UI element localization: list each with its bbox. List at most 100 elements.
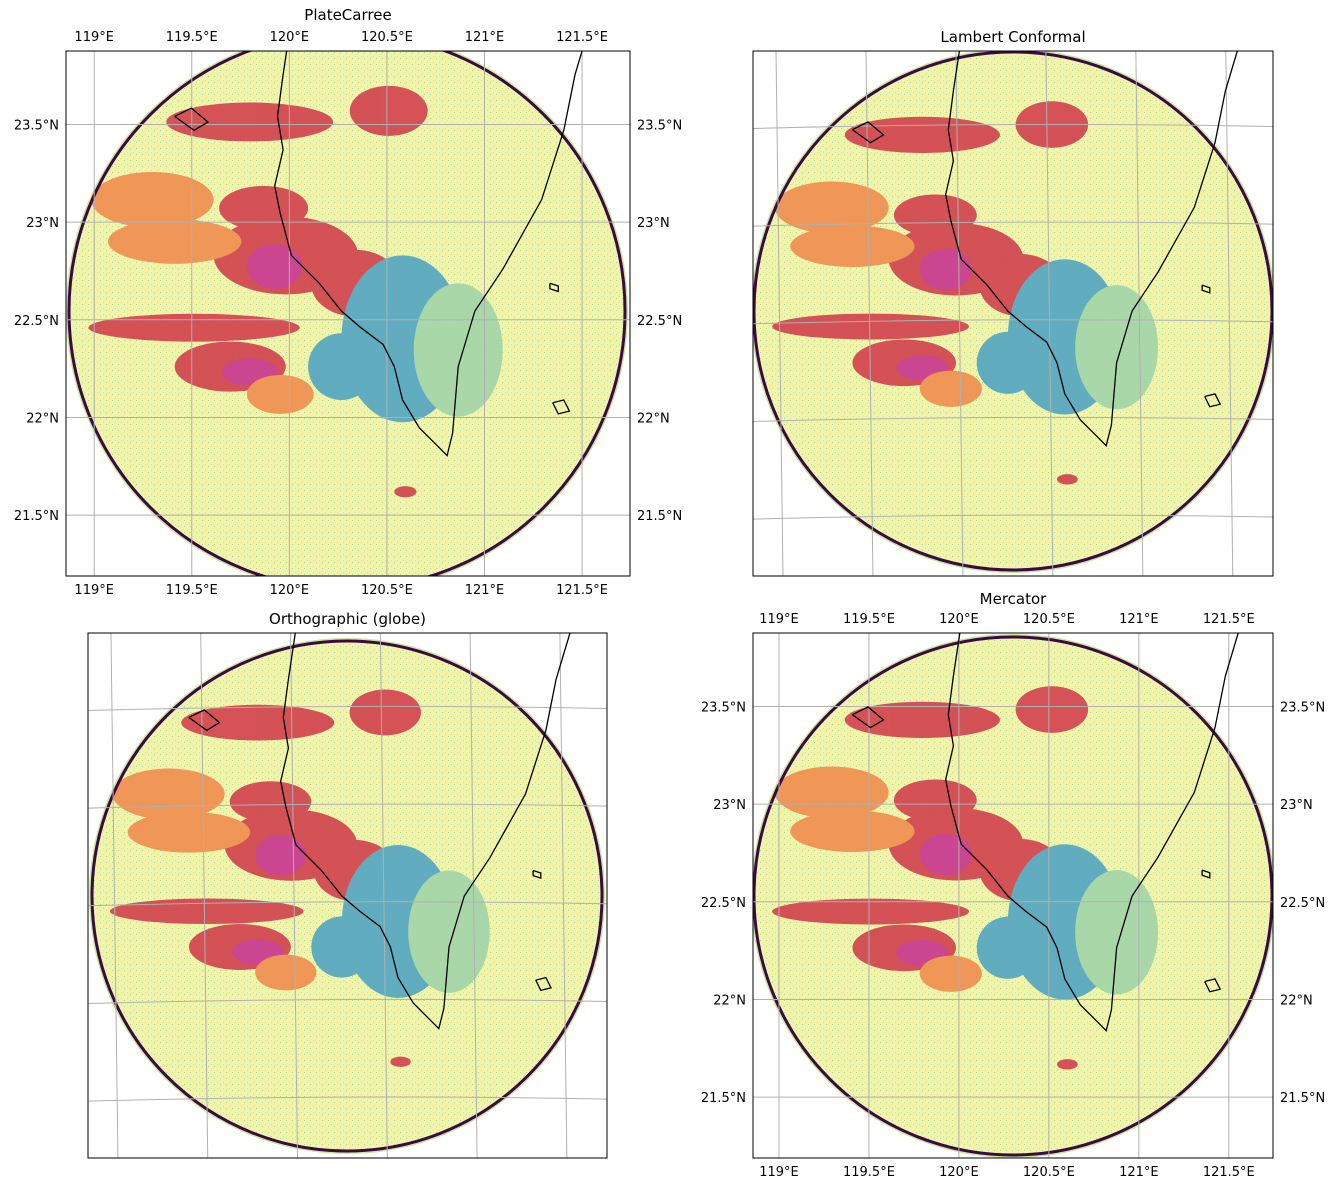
lat-tick-label-left: 23°N (26, 216, 59, 231)
echo-cell (919, 955, 982, 992)
coastline (274, 51, 583, 457)
lon-tick-label-top: 121°E (465, 30, 505, 45)
island-coastline (1201, 869, 1211, 879)
island-coastline (532, 869, 542, 879)
meridian-line (1045, 51, 1054, 576)
island-coastline (535, 976, 552, 992)
lon-tick-label-top: 120.5°E (1023, 612, 1075, 627)
coastline (945, 51, 1239, 447)
lat-tick-label-right: 21.5°N (1280, 1091, 1325, 1106)
island-coastline (852, 706, 885, 729)
radar-echoes (109, 689, 490, 1067)
echo-cell (919, 248, 972, 291)
echo-cell (1057, 1059, 1078, 1070)
lon-tick-label-bottom: 120.5°E (361, 583, 413, 598)
echo-cell (394, 486, 417, 498)
island-coastline (188, 709, 221, 732)
map-panel-1: PlateCarree 119°E 119°E 119.5°E 119.5°E 120°E… (14, 6, 682, 598)
echo-cell (112, 768, 225, 820)
echo-cell (774, 181, 889, 234)
meridian-line (955, 51, 964, 576)
lat-tick-label-left: 23.5°N (14, 119, 59, 134)
echo-cell (349, 85, 428, 136)
lon-tick-label-top: 120.5°E (361, 30, 413, 45)
island-coastline (549, 282, 559, 293)
lon-tick-label-bottom: 121.5°E (1203, 1165, 1255, 1180)
meridian-line (1225, 51, 1234, 576)
echo-cell (774, 766, 889, 819)
echo-cell (390, 1056, 411, 1067)
echo-cell (413, 283, 503, 417)
lon-tick-label-top: 119.5°E (843, 612, 895, 627)
gridlines (88, 633, 607, 1158)
map-frame (87, 632, 608, 1159)
lat-tick-label-right: 23.5°N (1280, 701, 1325, 716)
island-coastline (552, 399, 571, 415)
map-frame (65, 50, 631, 577)
map-panel-3: Orthographic (globe) (87, 610, 608, 1159)
map-panel-4: Mercator 119°E 119°E 119.5°E 119.5°E 120°E 120… (701, 590, 1325, 1180)
echo-cell (772, 898, 969, 925)
meridian-line (1135, 51, 1144, 576)
coastlines (852, 51, 1239, 447)
meridian-line (559, 633, 568, 1158)
island-coastline (1204, 978, 1222, 993)
echo-cell (844, 701, 1001, 739)
echo-cell (790, 225, 915, 267)
map-frame (752, 50, 1274, 577)
map-panel-2: Lambert Conformal (752, 28, 1274, 577)
lon-tick-label-top: 120°E (939, 612, 979, 627)
lat-tick-label-left: 22°N (26, 411, 59, 426)
island-coastline (174, 107, 210, 132)
echo-cell (166, 102, 334, 142)
meridian-line (200, 633, 209, 1158)
panel-title: Lambert Conformal (940, 28, 1085, 46)
parallel-line (88, 901, 607, 907)
echo-cell (246, 244, 303, 289)
lat-tick-label-right: 22°N (1280, 993, 1313, 1008)
panel-title: PlateCarree (304, 6, 391, 24)
lon-tick-label-top: 119°E (74, 30, 114, 45)
echo-cell (311, 916, 373, 978)
range-ring (67, 51, 627, 576)
panel-title: Mercator (980, 590, 1048, 608)
echo-cell (919, 370, 982, 407)
panel-title: Orthographic (globe) (269, 610, 426, 628)
echo-cell (308, 333, 375, 400)
echo-cell (790, 810, 915, 852)
echo-cell (91, 172, 214, 228)
parallel-line (753, 123, 1273, 129)
coastlines (852, 633, 1239, 1032)
lon-tick-label-bottom: 119°E (759, 1165, 799, 1180)
meridian-line (110, 633, 119, 1158)
lat-tick-label-left: 23°N (713, 798, 746, 813)
parallel-line (753, 416, 1273, 422)
gridlines (753, 51, 1273, 576)
parallel-line (753, 514, 1273, 520)
parallel-line (88, 803, 607, 809)
meridian-line (775, 51, 784, 576)
lat-tick-label-left: 22.5°N (701, 896, 746, 911)
lon-tick-label-top: 119°E (759, 612, 799, 627)
echo-cell (919, 833, 972, 876)
lat-tick-label-left: 22°N (713, 993, 746, 1008)
range-ring (753, 635, 1273, 1157)
map-frame (752, 632, 1274, 1159)
echo-cell (408, 870, 490, 993)
echo-cell (976, 916, 1039, 979)
lat-tick-label-right: 21.5°N (637, 509, 682, 524)
lon-tick-label-top: 121.5°E (1203, 612, 1255, 627)
lat-tick-label-left: 21.5°N (701, 1091, 746, 1106)
echo-cell (88, 313, 300, 342)
meridian-line (290, 633, 299, 1158)
coastline (945, 633, 1239, 1032)
lon-tick-label-bottom: 120°E (939, 1165, 979, 1180)
coastlines (188, 633, 571, 1030)
lat-tick-label-right: 23.5°N (637, 119, 682, 134)
gridlines (66, 51, 630, 576)
echo-cell (127, 811, 251, 853)
lon-tick-label-top: 121.5°E (556, 30, 608, 45)
echo-cell (107, 219, 242, 264)
meridian-line (865, 51, 874, 576)
